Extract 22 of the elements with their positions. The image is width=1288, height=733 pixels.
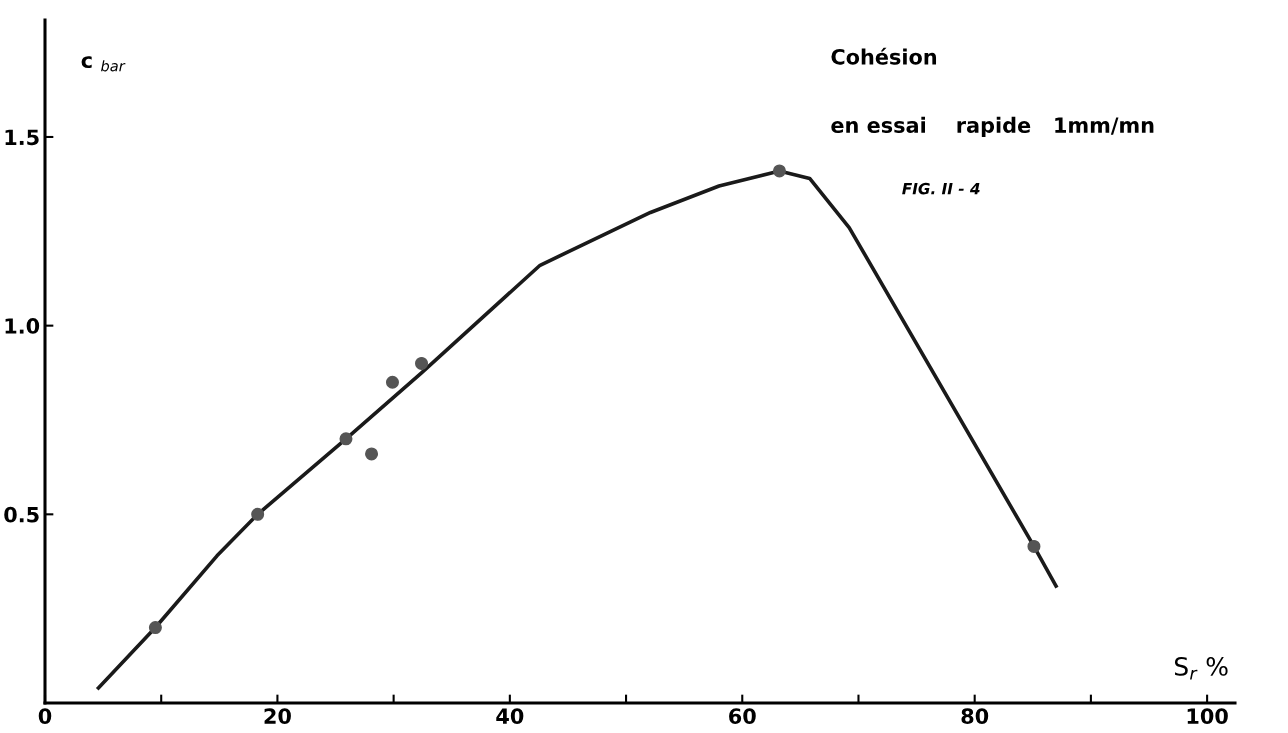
point [148, 621, 162, 635]
x-tick-label: 40 [496, 708, 524, 724]
x-tick-label: 20 [264, 708, 291, 724]
point [1027, 539, 1041, 553]
point [772, 164, 786, 178]
y-tick-label: 0.5 [4, 506, 39, 523]
y-axis-title: c $_{bar}$ [81, 56, 126, 72]
annotation: FIG. II - 4 [902, 182, 980, 195]
x-tick-label: 80 [961, 708, 989, 724]
point [251, 507, 265, 521]
x-tick-label: 100 [1187, 708, 1228, 724]
point [339, 432, 353, 446]
text: Cohésion [831, 47, 937, 65]
x-tick-label: 60 [729, 708, 756, 724]
x-axis-title: S$_{r}$ % [1174, 656, 1228, 680]
x-tick-label: 0 [38, 708, 52, 724]
y-tick-label: 1.0 [5, 318, 40, 334]
point [365, 447, 379, 461]
point [385, 375, 399, 389]
y-tick-label: 1.5 [5, 129, 39, 146]
point [415, 356, 429, 370]
text: en essai rapide 1mm/mn [831, 116, 1154, 138]
